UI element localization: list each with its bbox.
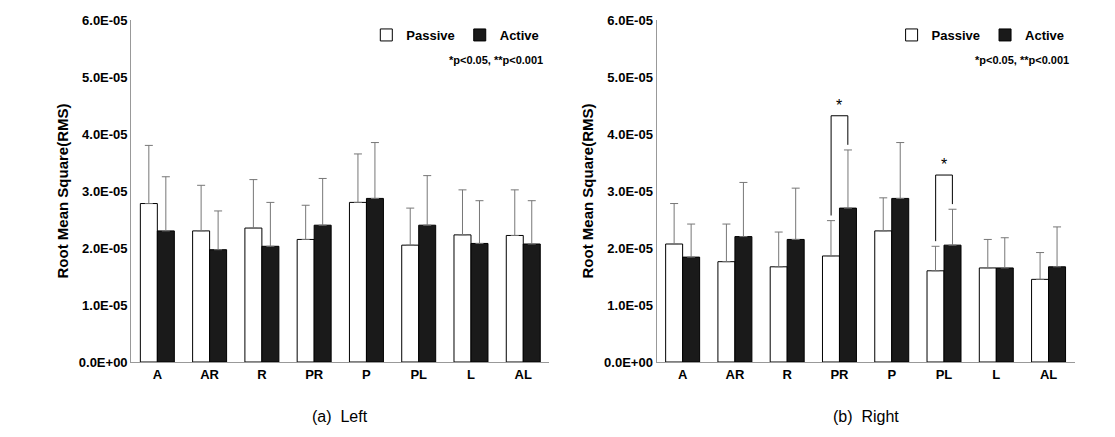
- svg-text:A: A: [153, 367, 163, 382]
- svg-text:2.0E-05: 2.0E-05: [82, 241, 128, 256]
- svg-text:1.0E-05: 1.0E-05: [82, 298, 128, 313]
- svg-text:PR: PR: [830, 367, 849, 382]
- svg-text:L: L: [467, 367, 475, 382]
- svg-text:R: R: [257, 367, 267, 382]
- svg-text:P: P: [887, 367, 896, 382]
- svg-text:Active: Active: [1025, 28, 1064, 43]
- svg-text:*p<0.05, **p<0.001: *p<0.05, **p<0.001: [975, 54, 1069, 66]
- svg-text:PL: PL: [936, 367, 953, 382]
- svg-text:3.0E-05: 3.0E-05: [82, 184, 128, 199]
- svg-text:Root Mean Square(RMS): Root Mean Square(RMS): [579, 103, 596, 278]
- svg-text:6.0E-05: 6.0E-05: [82, 13, 128, 28]
- svg-text:5.0E-05: 5.0E-05: [82, 70, 128, 85]
- svg-text:PL: PL: [410, 367, 427, 382]
- svg-text:A: A: [678, 367, 688, 382]
- svg-text:Root Mean Square(RMS): Root Mean Square(RMS): [54, 103, 71, 278]
- svg-text:0.0E+00: 0.0E+00: [604, 355, 653, 370]
- svg-text:*: *: [941, 156, 947, 173]
- svg-text:PR: PR: [305, 367, 324, 382]
- svg-text:3.0E-05: 3.0E-05: [607, 184, 653, 199]
- svg-text:AR: AR: [200, 367, 219, 382]
- svg-text:P: P: [362, 367, 371, 382]
- svg-text:(a) Left: (a) Left: [312, 408, 368, 425]
- svg-text:2.0E-05: 2.0E-05: [607, 241, 653, 256]
- svg-text:5.0E-05: 5.0E-05: [607, 70, 653, 85]
- svg-text:0.0E+00: 0.0E+00: [79, 355, 128, 370]
- svg-text:R: R: [782, 367, 792, 382]
- svg-text:Passive: Passive: [932, 28, 980, 43]
- svg-text:Active: Active: [500, 28, 539, 43]
- svg-text:(b) Right: (b) Right: [833, 408, 899, 425]
- svg-text:1.0E-05: 1.0E-05: [607, 298, 653, 313]
- svg-text:AR: AR: [726, 367, 745, 382]
- svg-text:*: *: [836, 97, 842, 114]
- svg-text:6.0E-05: 6.0E-05: [607, 13, 653, 28]
- svg-text:AL: AL: [1040, 367, 1057, 382]
- svg-text:Passive: Passive: [406, 28, 454, 43]
- svg-text:*p<0.05, **p<0.001: *p<0.05, **p<0.001: [449, 54, 543, 66]
- svg-text:AL: AL: [515, 367, 532, 382]
- svg-text:4.0E-05: 4.0E-05: [82, 127, 128, 142]
- svg-text:L: L: [992, 367, 1000, 382]
- svg-text:4.0E-05: 4.0E-05: [607, 127, 653, 142]
